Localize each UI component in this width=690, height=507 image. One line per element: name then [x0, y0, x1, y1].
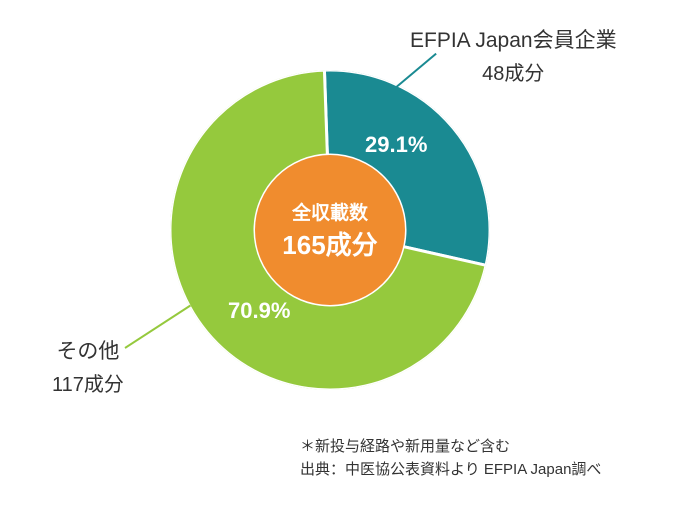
ext-title-efpia: EFPIA Japan会員企業 [410, 24, 617, 54]
donut-chart: 全収載数 165成分 29.1% 70.9% [170, 70, 490, 390]
ext-sub-other: 117成分 [52, 368, 124, 397]
chart-footer: ＊新投与経路や新用量など含む 出典：中医協公表資料より EFPIA Japan調… [300, 436, 601, 481]
center-title: 全収載数 [292, 198, 368, 225]
center-value: 165成分 [282, 225, 377, 262]
pct-label-other: 70.9% [228, 298, 290, 324]
pct-label-efpia: 29.1% [365, 132, 427, 158]
donut-center: 全収載数 165成分 [255, 155, 405, 305]
footer-source: 出典：中医協公表資料より EFPIA Japan調べ [300, 459, 601, 482]
ext-title-other: その他 [52, 335, 124, 365]
footer-note: ＊新投与経路や新用量など含む [300, 436, 601, 459]
ext-sub-efpia: 48成分 [410, 57, 617, 86]
ext-label-other: その他 117成分 [52, 335, 124, 397]
ext-label-efpia: EFPIA Japan会員企業 48成分 [410, 24, 617, 86]
